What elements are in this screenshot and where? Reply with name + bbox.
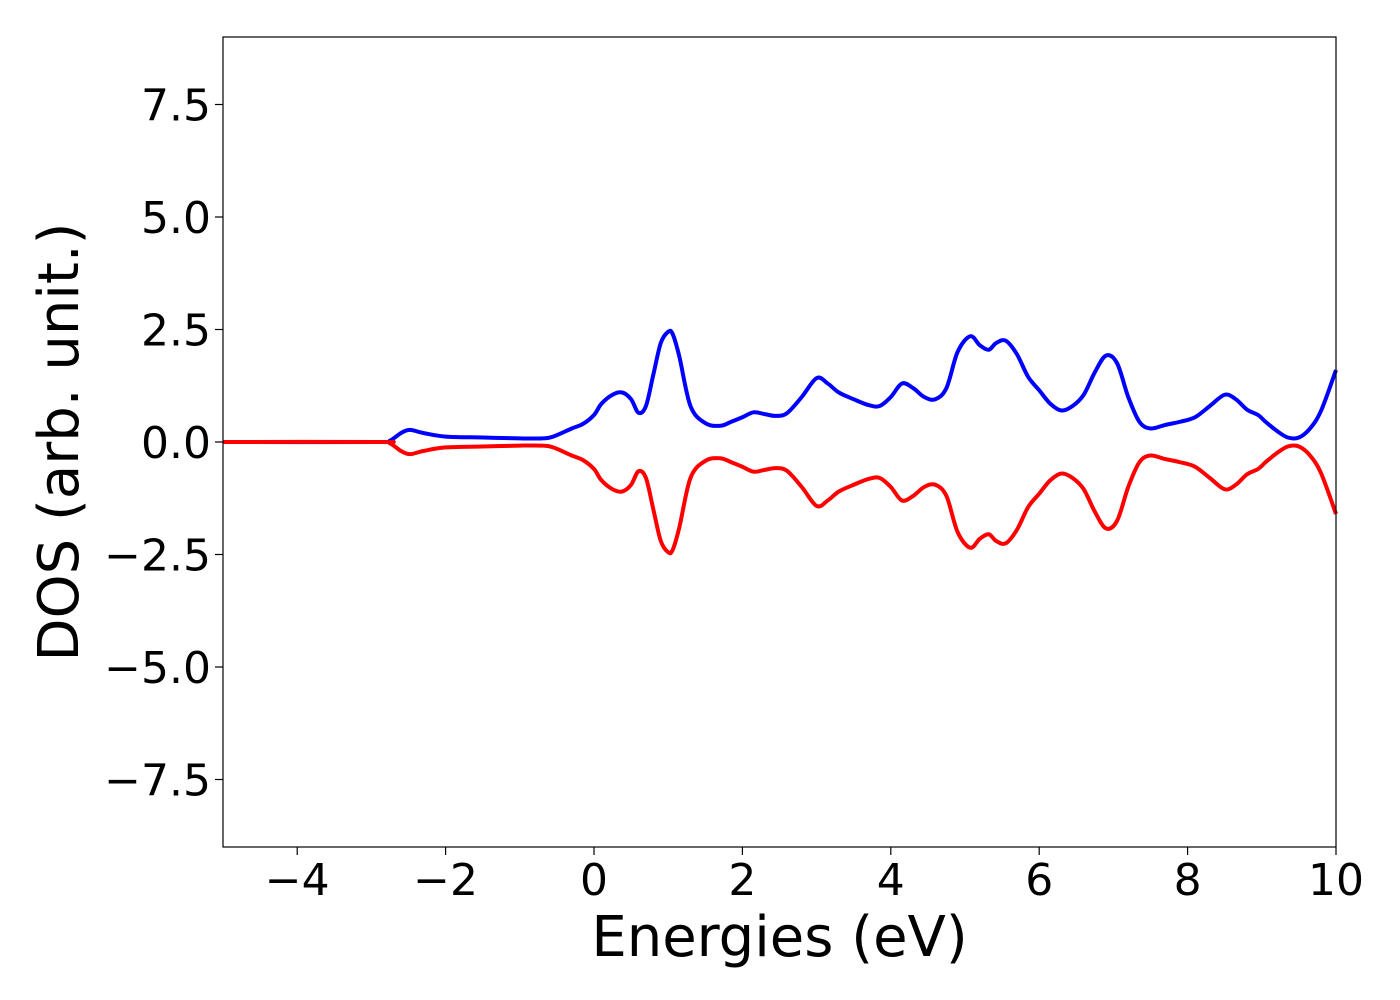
series-layer <box>222 328 1338 556</box>
dos-series-line-negative <box>222 439 1338 556</box>
x-tick-label: 2 <box>728 855 756 906</box>
y-tick-label: −5.0 <box>104 643 211 694</box>
y-tick-label: −2.5 <box>104 531 211 582</box>
y-tick-label: 7.5 <box>141 81 211 132</box>
x-tick-label: 10 <box>1308 855 1364 906</box>
y-tick-label: 5.0 <box>141 193 211 244</box>
y-tick-label: −7.5 <box>104 756 211 807</box>
y-tick-label: 2.5 <box>141 306 211 357</box>
x-axis-ticks: −4 −2 0 2 4 6 8 10 <box>265 847 1364 906</box>
x-tick-label: 8 <box>1174 855 1202 906</box>
x-axis-title: Energies (eV) <box>591 905 967 970</box>
y-tick-label: 0.0 <box>141 418 211 469</box>
x-tick-label: 6 <box>1025 855 1053 906</box>
y-axis-ticks: 7.5 5.0 2.5 0.0 −2.5 −5.0 −7.5 <box>104 81 223 807</box>
x-tick-label: 0 <box>580 855 608 906</box>
x-tick-label: −2 <box>413 855 478 906</box>
y-axis-title: DOS (arb. unit.) <box>27 222 92 661</box>
dos-series-line-positive <box>222 328 1338 445</box>
x-tick-label: 4 <box>877 855 905 906</box>
x-tick-label: −4 <box>265 855 330 906</box>
